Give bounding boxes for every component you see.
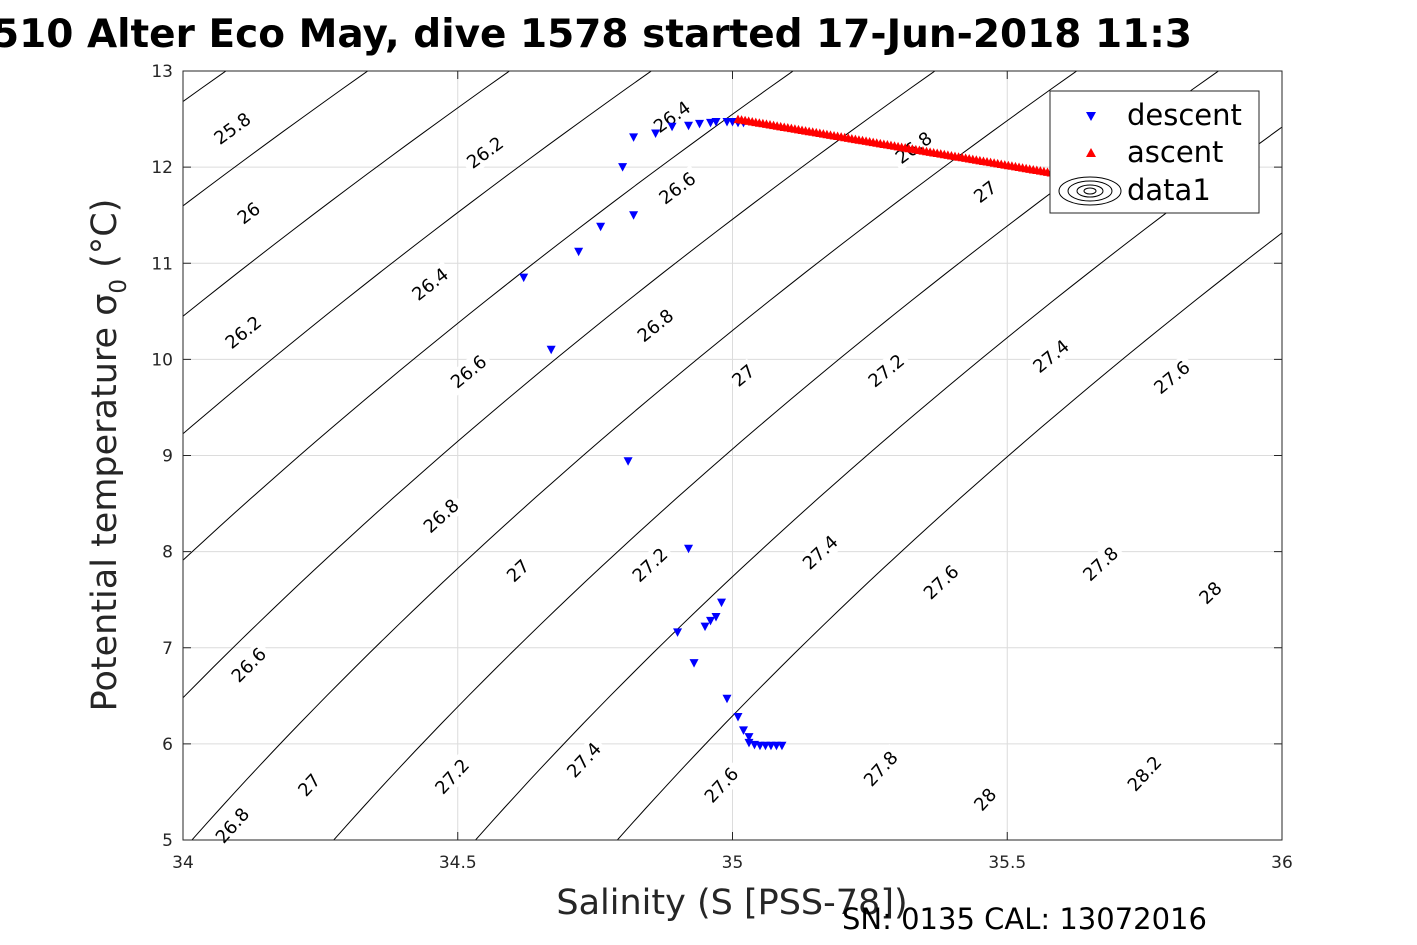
y-tick-label: 11: [151, 254, 173, 274]
contour-label-bg: [443, 348, 495, 396]
contour-label-bg: [292, 767, 327, 803]
legend-descent-marker: [1086, 112, 1096, 121]
descent-point: [519, 273, 529, 283]
contour-label-bg: [404, 260, 456, 308]
descent-point: [651, 129, 661, 138]
x-tick-label: 34.5: [439, 853, 477, 873]
y-tick-label: 9: [162, 447, 173, 467]
contour-label-bg: [630, 302, 682, 350]
y-axis-label-unit: (°C): [85, 199, 125, 279]
descent-point: [673, 628, 683, 637]
contour-label-bg: [795, 528, 846, 577]
descent-point: [695, 119, 705, 129]
contour-label-bg: [1146, 353, 1198, 402]
legend-ascent-marker: [1086, 148, 1096, 157]
contour-label-bg: [697, 760, 746, 811]
y-axis-label-subscript: 0: [106, 279, 132, 294]
contour-label-bg: [206, 105, 259, 152]
contour-label-bg: [416, 491, 467, 541]
contour-label-bg: [968, 782, 1003, 817]
y-axis-ticks: 5 6 7 8 9 10 11 12 13: [151, 62, 1282, 851]
descent-point: [700, 622, 710, 632]
descent-point: [546, 345, 556, 355]
contour-label-bg: [231, 196, 267, 231]
descent-point: [689, 659, 699, 668]
descent-point: [629, 211, 639, 220]
contour-line: [183, 71, 511, 317]
y-tick-label: 13: [151, 62, 173, 82]
descent-point: [596, 222, 606, 232]
descent-point: [706, 118, 716, 128]
legend-contour-icon: [1058, 176, 1122, 206]
footer-serial-calibration: SN: 0135 CAL: 13072016: [842, 902, 1207, 936]
descent-point: [717, 598, 727, 608]
contour-label-bg: [500, 553, 536, 589]
contour-label-bg: [916, 557, 967, 607]
contour-line: [183, 71, 653, 435]
contour-line: [191, 71, 1078, 840]
y-tick-label: 6: [162, 735, 173, 755]
contour-label-bg: [217, 308, 269, 357]
contour-label-bg: [208, 800, 257, 851]
descent-point: [667, 122, 677, 132]
contour-label-bg: [427, 751, 477, 802]
x-tick-label: 36: [1271, 853, 1293, 873]
contour-label-bg: [559, 735, 609, 786]
contour-label-bg: [856, 743, 906, 794]
x-axis-label: Salinity (S [PSS-78]): [556, 883, 907, 923]
x-tick-label: 35: [722, 853, 744, 873]
y-tick-label: 10: [151, 350, 173, 370]
contour-line: [183, 71, 936, 699]
contour-label-bg: [967, 175, 1003, 210]
descent-point: [744, 733, 754, 742]
legend-descent-label: descent: [1127, 98, 1242, 132]
descent-point: [574, 247, 584, 257]
contour-label-bg: [1120, 748, 1170, 799]
contour-label-bg: [646, 94, 699, 141]
y-axis-label-main: Potential temperature σ: [85, 294, 125, 712]
legend-ascent-label: ascent: [1127, 135, 1223, 169]
descent-point: [706, 616, 716, 626]
contour-label-bg: [625, 540, 676, 590]
contour-label-bg: [1025, 332, 1077, 381]
descent-point: [722, 694, 732, 704]
contour-line: [183, 71, 369, 207]
contour-line: [183, 71, 794, 561]
descent-point: [623, 457, 633, 466]
legend-data1-label: data1: [1127, 173, 1211, 207]
data-points: [519, 114, 1081, 751]
descent-point: [711, 117, 721, 127]
contour-label-bg: [651, 165, 704, 212]
descent-point: [618, 163, 628, 172]
descent-point: [684, 544, 694, 554]
descent-point: [711, 612, 721, 622]
descent-point: [777, 741, 787, 751]
descent-point: [684, 121, 694, 131]
y-tick-label: 7: [162, 639, 173, 659]
contour-label-bg: [1193, 575, 1228, 611]
x-axis-ticks: 34 34.5 35 35.5 36: [172, 71, 1293, 873]
contour-label-bg: [459, 129, 512, 176]
y-tick-label: 12: [151, 158, 173, 178]
contour-line: [616, 232, 1282, 840]
descent-point: [629, 133, 639, 142]
contour-label-bg: [1075, 539, 1126, 589]
figure-title: 510 Alter Eco May, dive 1578 started 17-…: [0, 12, 1192, 57]
x-tick-label: 34: [172, 853, 194, 873]
y-axis-label: Potential temperature σ0 (°C): [85, 199, 132, 712]
contour-label-bg: [224, 640, 274, 690]
x-tick-label: 35.5: [988, 853, 1026, 873]
y-tick-label: 5: [162, 831, 173, 851]
contour-label-bg: [726, 358, 761, 393]
descent-point: [738, 726, 748, 735]
descent-point: [733, 712, 743, 722]
contour-label-bg: [860, 347, 912, 395]
y-tick-label: 8: [162, 543, 173, 563]
legend: descent ascent data1: [1049, 90, 1260, 214]
